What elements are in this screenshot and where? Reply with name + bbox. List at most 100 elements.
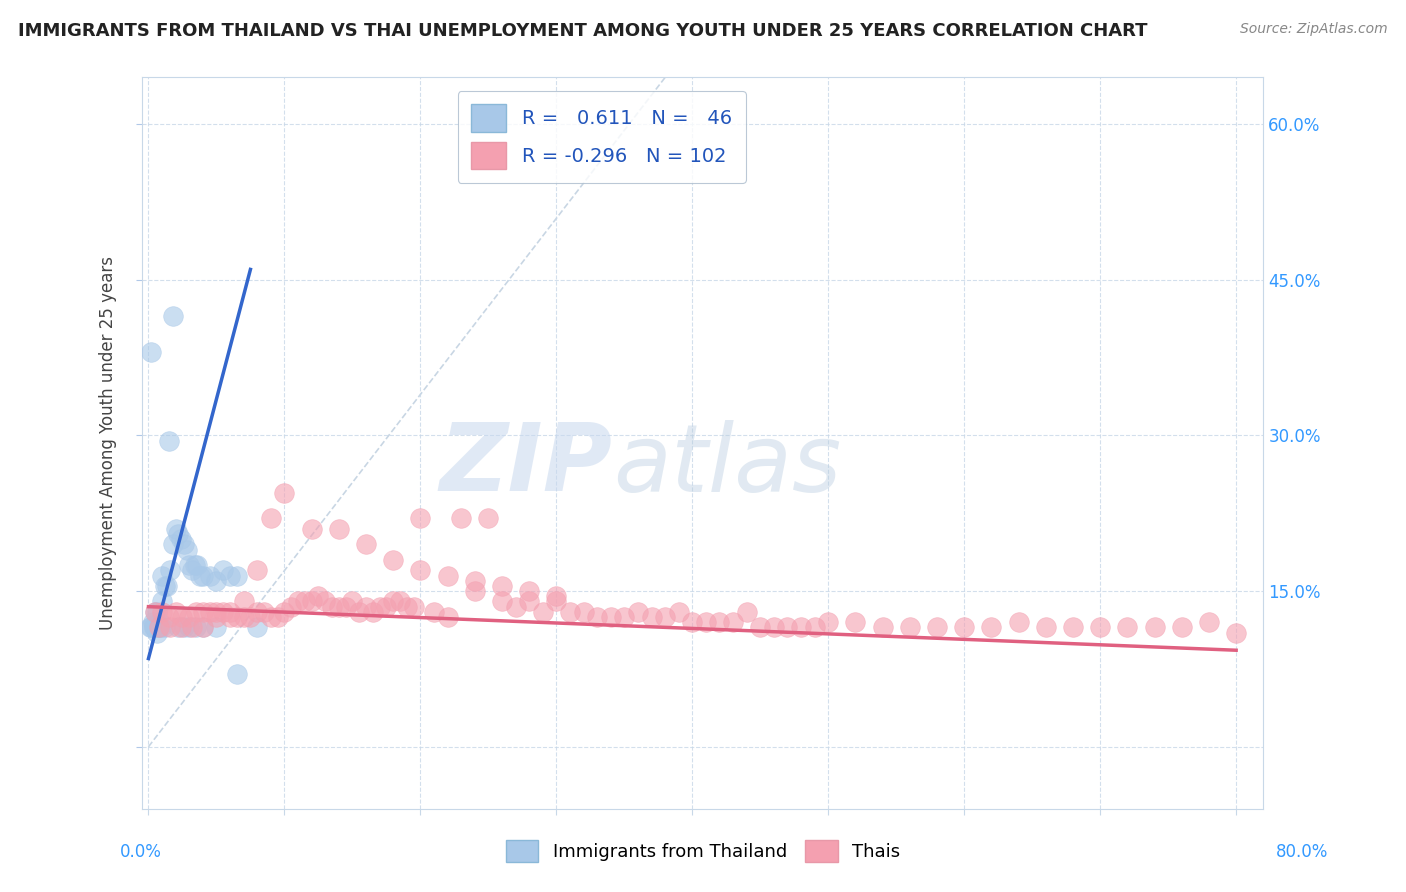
Point [464, 584, 486, 599]
Point [491, 594, 513, 608]
Point [184, 620, 207, 634]
Point [149, 620, 172, 634]
Point [409, 563, 432, 577]
Point [1198, 615, 1220, 630]
Point [205, 605, 228, 619]
Point [148, 620, 170, 634]
Y-axis label: Unemployment Among Youth under 25 years: Unemployment Among Youth under 25 years [100, 256, 117, 631]
Point [735, 605, 758, 619]
Text: ZIP: ZIP [440, 419, 613, 511]
Point [145, 625, 167, 640]
Point [450, 511, 472, 525]
Point [721, 615, 744, 630]
Point [246, 563, 269, 577]
Point [183, 558, 205, 573]
Point [872, 620, 894, 634]
Point [184, 605, 207, 619]
Point [762, 620, 785, 634]
Point [150, 568, 173, 582]
Point [246, 605, 269, 619]
Point [139, 620, 162, 634]
Point [817, 615, 839, 630]
Point [844, 615, 866, 630]
Point [165, 605, 187, 619]
Point [321, 599, 343, 614]
Point [273, 485, 295, 500]
Point [294, 594, 316, 608]
Point [301, 522, 323, 536]
Point [558, 605, 581, 619]
Point [198, 605, 221, 619]
Point [1171, 620, 1194, 634]
Point [232, 594, 254, 608]
Point [572, 605, 595, 619]
Point [749, 620, 772, 634]
Point [205, 574, 228, 588]
Point [640, 610, 662, 624]
Point [1143, 620, 1166, 634]
Point [423, 605, 446, 619]
Point [153, 579, 176, 593]
Point [191, 568, 214, 582]
Point [143, 605, 166, 619]
Point [212, 605, 235, 619]
Point [586, 610, 609, 624]
Point [314, 594, 336, 608]
Point [150, 605, 173, 619]
Point [395, 599, 418, 614]
Point [191, 620, 214, 634]
Point [925, 620, 948, 634]
Point [141, 345, 163, 359]
Point [141, 615, 163, 630]
Point [409, 511, 432, 525]
Point [167, 527, 190, 541]
Point [181, 563, 204, 577]
Point [179, 610, 201, 624]
Point [246, 620, 269, 634]
Point [142, 620, 165, 634]
Point [232, 610, 254, 624]
Point [464, 574, 486, 588]
Point [301, 594, 323, 608]
Point [1035, 620, 1057, 634]
Point [170, 532, 193, 546]
Point [141, 620, 163, 634]
Point [225, 610, 247, 624]
Point [1088, 620, 1111, 634]
Point [173, 620, 195, 634]
Point [776, 620, 799, 634]
Point [159, 563, 181, 577]
Point [165, 522, 187, 536]
Point [239, 610, 262, 624]
Point [382, 553, 405, 567]
Point [225, 568, 247, 582]
Point [654, 610, 676, 624]
Point [627, 605, 650, 619]
Point [517, 584, 540, 599]
Point [347, 605, 370, 619]
Point [148, 615, 170, 630]
Point [1116, 620, 1139, 634]
Point [188, 568, 211, 582]
Point [205, 610, 228, 624]
Point [219, 568, 242, 582]
Point [354, 599, 377, 614]
Point [186, 558, 208, 573]
Point [153, 620, 176, 634]
Point [790, 620, 813, 634]
Point [170, 620, 193, 634]
Point [225, 667, 247, 681]
Point [173, 537, 195, 551]
Point [162, 309, 184, 323]
Point [531, 605, 554, 619]
Point [176, 542, 198, 557]
Legend: Immigrants from Thailand, Thais: Immigrants from Thailand, Thais [499, 833, 907, 870]
Point [156, 579, 179, 593]
Point [167, 620, 190, 634]
Point [181, 620, 204, 634]
Point [219, 610, 242, 624]
Point [1225, 625, 1247, 640]
Point [375, 599, 398, 614]
Point [157, 610, 180, 624]
Point [219, 605, 242, 619]
